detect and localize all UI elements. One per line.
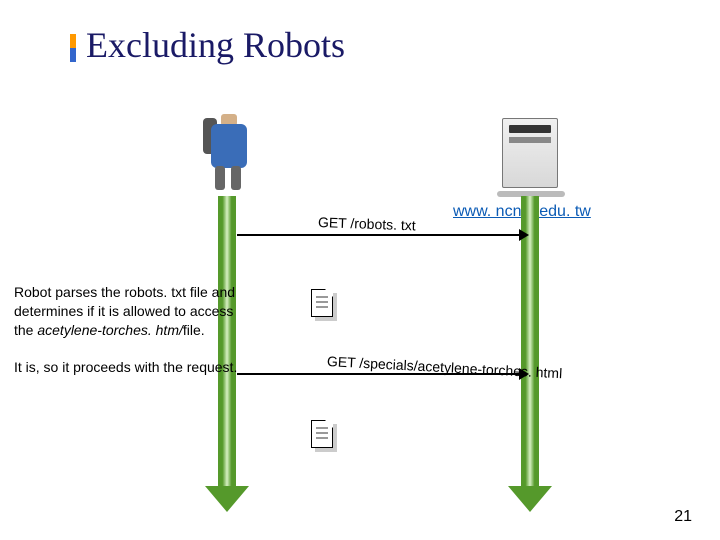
document-shadow [315, 293, 337, 321]
page-number: 21 [674, 508, 692, 526]
diagram-canvas: www. ncnu. edu. tw GET /robots. txt Robo… [0, 0, 720, 540]
arrow-head-icon [508, 486, 552, 512]
timeline-arrow-server [508, 0, 552, 540]
document-fold-icon [325, 289, 333, 297]
document-icon [311, 289, 333, 317]
arrowhead-icon [519, 229, 529, 241]
document-icon [311, 420, 333, 448]
request-line [237, 234, 521, 236]
request-label-1: GET /robots. txt [318, 214, 416, 233]
timeline-arrow-client [205, 0, 249, 540]
document-fold-icon [325, 420, 333, 428]
caption-parse-robots: Robot parses the robots. txt file anddet… [14, 283, 235, 340]
arrow-head-icon [205, 486, 249, 512]
caption-proceed: It is, so it proceeds with the request. [14, 358, 237, 377]
document-shadow [315, 424, 337, 452]
arrow-shaft [218, 196, 236, 486]
